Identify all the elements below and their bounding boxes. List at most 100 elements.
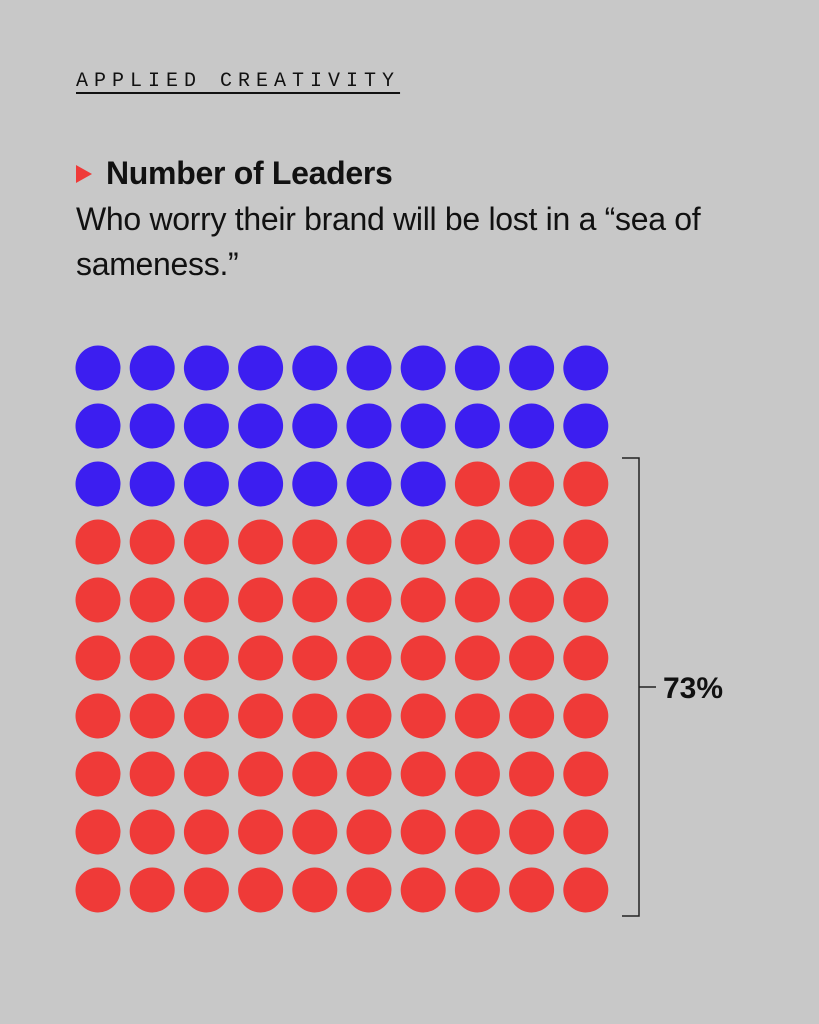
dot-highlighted	[183, 751, 229, 797]
dot-other	[75, 461, 121, 507]
dot-other	[454, 345, 500, 391]
dot-highlighted	[400, 751, 446, 797]
dot-highlighted	[129, 809, 175, 855]
dot-highlighted	[509, 635, 555, 681]
dot-other	[129, 403, 175, 449]
dot-highlighted	[400, 577, 446, 623]
dot-highlighted	[75, 635, 121, 681]
dot-other	[183, 461, 229, 507]
dot-highlighted	[129, 693, 175, 739]
dot-other	[400, 461, 446, 507]
dot-other	[292, 345, 338, 391]
dot-highlighted	[129, 577, 175, 623]
dot-other	[292, 461, 338, 507]
dot-highlighted	[238, 809, 284, 855]
dot-highlighted	[454, 809, 500, 855]
dot-highlighted	[75, 693, 121, 739]
dot-highlighted	[75, 809, 121, 855]
chart-title: Number of Leaders	[106, 155, 393, 191]
dot-highlighted	[563, 693, 609, 739]
dot-other	[509, 345, 555, 391]
dot-highlighted	[454, 751, 500, 797]
dot-highlighted	[292, 751, 338, 797]
dot-highlighted	[129, 867, 175, 913]
dot-highlighted	[129, 751, 175, 797]
dot-highlighted	[563, 461, 609, 507]
dot-other	[183, 403, 229, 449]
highlight-bracket	[622, 457, 656, 917]
dot-highlighted	[346, 809, 392, 855]
dot-highlighted	[563, 577, 609, 623]
dot-highlighted	[292, 809, 338, 855]
chart-heading: Number of Leaders	[76, 155, 393, 192]
dot-other	[346, 403, 392, 449]
dot-other	[129, 345, 175, 391]
dot-highlighted	[129, 519, 175, 565]
triangle-bullet-icon	[76, 164, 92, 183]
brand-label: APPLIED CREATIVITY	[76, 70, 401, 93]
dot-highlighted	[346, 751, 392, 797]
dot-highlighted	[454, 519, 500, 565]
dot-other	[238, 403, 284, 449]
dot-highlighted	[238, 635, 284, 681]
dot-highlighted	[183, 867, 229, 913]
dot-highlighted	[238, 751, 284, 797]
dot-highlighted	[563, 635, 609, 681]
dot-other	[129, 461, 175, 507]
dot-other	[563, 345, 609, 391]
dot-other	[183, 345, 229, 391]
dot-other	[563, 403, 609, 449]
dot-highlighted	[292, 519, 338, 565]
dot-other	[346, 461, 392, 507]
dot-highlighted	[292, 867, 338, 913]
dot-highlighted	[183, 693, 229, 739]
dot-highlighted	[238, 867, 284, 913]
dot-highlighted	[400, 693, 446, 739]
dot-highlighted	[183, 577, 229, 623]
dot-highlighted	[75, 519, 121, 565]
percent-annotation: 73%	[663, 672, 723, 705]
dot-highlighted	[346, 867, 392, 913]
dot-highlighted	[454, 693, 500, 739]
dot-other	[292, 403, 338, 449]
dot-other	[75, 403, 121, 449]
dot-highlighted	[400, 519, 446, 565]
dot-highlighted	[563, 809, 609, 855]
dot-other	[238, 345, 284, 391]
dot-highlighted	[346, 693, 392, 739]
dot-highlighted	[509, 577, 555, 623]
dot-highlighted	[454, 635, 500, 681]
dot-other	[400, 345, 446, 391]
dot-highlighted	[238, 693, 284, 739]
dot-highlighted	[509, 461, 555, 507]
dot-highlighted	[509, 867, 555, 913]
dot-highlighted	[454, 577, 500, 623]
dot-highlighted	[509, 519, 555, 565]
dot-highlighted	[292, 635, 338, 681]
dot-highlighted	[400, 867, 446, 913]
dot-highlighted	[292, 693, 338, 739]
dot-highlighted	[400, 809, 446, 855]
dot-highlighted	[129, 635, 175, 681]
dot-other	[509, 403, 555, 449]
dot-highlighted	[563, 751, 609, 797]
dot-other	[454, 403, 500, 449]
dot-highlighted	[183, 809, 229, 855]
dot-highlighted	[454, 461, 500, 507]
dot-highlighted	[75, 577, 121, 623]
dot-highlighted	[454, 867, 500, 913]
dot-highlighted	[509, 809, 555, 855]
dot-highlighted	[292, 577, 338, 623]
dot-highlighted	[183, 635, 229, 681]
dot-highlighted	[346, 577, 392, 623]
dot-other	[346, 345, 392, 391]
dot-highlighted	[563, 867, 609, 913]
dot-highlighted	[238, 519, 284, 565]
dot-highlighted	[563, 519, 609, 565]
dot-highlighted	[238, 577, 284, 623]
dot-highlighted	[183, 519, 229, 565]
dot-highlighted	[509, 751, 555, 797]
dot-highlighted	[75, 751, 121, 797]
dot-highlighted	[509, 693, 555, 739]
